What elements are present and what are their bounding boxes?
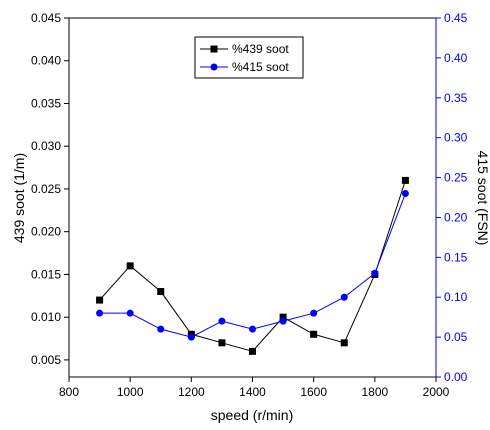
x-tick-label: 1600 [300, 385, 327, 399]
x-tick-label: 1800 [361, 385, 388, 399]
x-axis-title: speed (r/min) [211, 407, 293, 423]
y-left-tick-label: 0.045 [31, 11, 61, 25]
legend-label-415: %415 soot [232, 60, 289, 74]
y-left-tick-label: 0.015 [31, 267, 61, 281]
data-point-circle [279, 317, 287, 325]
series-1 [96, 190, 409, 341]
y-right-tick-label: 0.20 [444, 210, 468, 224]
data-point-square [157, 288, 165, 296]
y-left-tick-label: 0.040 [31, 54, 61, 68]
data-point-square [126, 262, 134, 270]
data-point-circle [249, 325, 256, 333]
y-right-tick-label: 0.10 [444, 290, 468, 304]
data-point-square [310, 330, 318, 338]
data-point-square [401, 176, 409, 184]
data-point-circle [187, 333, 195, 341]
data-point-circle [401, 190, 409, 198]
y-right-tick-label: 0.25 [444, 171, 468, 185]
legend-marker-439 [210, 45, 218, 53]
data-point-circle [371, 269, 379, 277]
x-tick-label: 1200 [178, 385, 205, 399]
y-left-tick-label: 0.035 [31, 96, 61, 110]
series-layer [96, 176, 409, 355]
x-tick-label: 2000 [423, 385, 450, 399]
data-point-square [249, 347, 256, 355]
y-left-tick-label: 0.025 [31, 182, 61, 196]
series-line-1 [99, 193, 406, 338]
y-left-axis-title: 439 soot (1/m) [11, 153, 27, 243]
left-axis: 0.005 0.010 0.015 0.020 0.025 0.030 0.035 0.040… [31, 11, 69, 367]
data-point-circle [126, 309, 134, 317]
data-point-square [96, 296, 104, 304]
y-right-tick-label: 0.05 [444, 330, 468, 344]
legend-box [194, 36, 304, 79]
data-point-circle [157, 325, 165, 333]
y-right-tick-label: 0.00 [444, 370, 468, 384]
legend: %439 soot %415 soot [194, 36, 304, 79]
x-tick-label: 1000 [117, 385, 144, 399]
data-point-square [279, 313, 287, 321]
bottom-axis: 800 1000 1200 1400 1600 1800 2000 [59, 377, 450, 399]
y-right-axis-title: 415 soot (FSN) [475, 151, 490, 246]
y-right-tick-label: 0.35 [444, 91, 468, 105]
data-point-circle [96, 309, 104, 317]
data-point-circle [218, 317, 226, 325]
data-point-circle [310, 309, 318, 317]
legend-marker-415 [210, 63, 218, 71]
data-point-circle [340, 293, 348, 301]
data-point-square [218, 339, 226, 347]
y-right-tick-label: 0.30 [444, 131, 468, 145]
x-tick-label: 800 [59, 385, 79, 399]
right-axis: 0.00 0.05 0.10 0.15 0.20 0.25 0.30 0.35 0.40 0.45 [435, 11, 468, 384]
y-left-tick-label: 0.030 [31, 139, 61, 153]
data-point-square [340, 339, 348, 347]
y-right-tick-label: 0.40 [444, 51, 468, 65]
x-tick-label: 1400 [239, 385, 266, 399]
y-right-tick-label: 0.45 [444, 11, 468, 25]
y-left-tick-label: 0.010 [31, 310, 61, 324]
legend-label-439: %439 soot [232, 42, 289, 56]
y-left-tick-label: 0.020 [31, 225, 61, 239]
y-right-tick-label: 0.15 [444, 250, 468, 264]
y-left-tick-label: 0.005 [31, 353, 61, 367]
